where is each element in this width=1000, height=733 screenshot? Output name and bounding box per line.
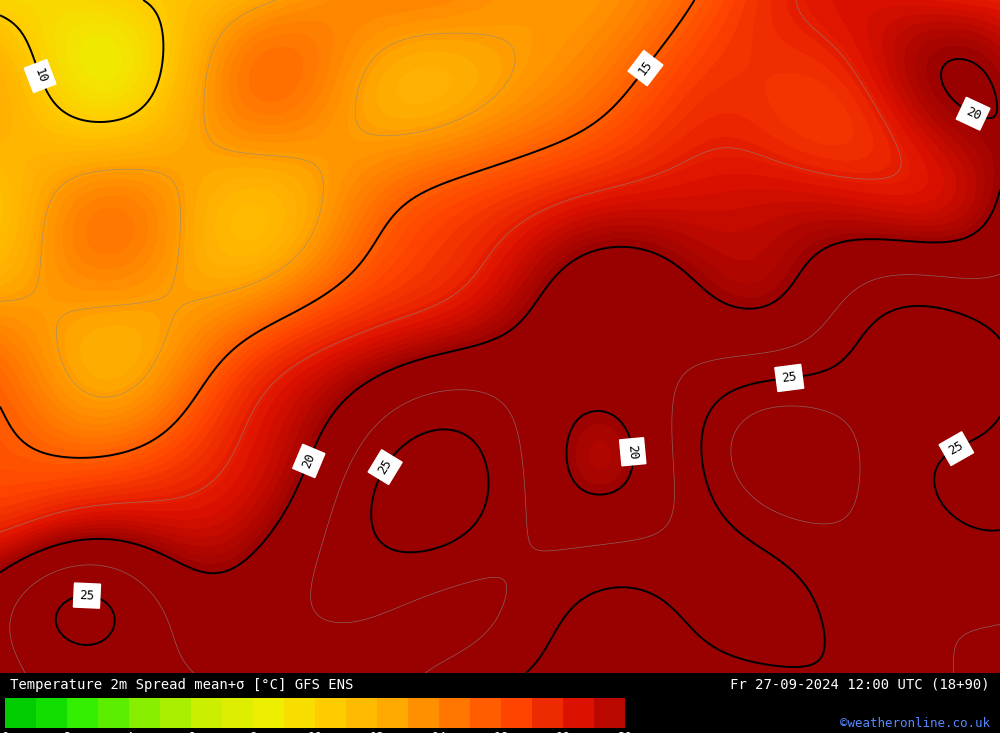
Bar: [439, 699, 470, 728]
Text: 20: 20: [964, 105, 983, 122]
Text: 4: 4: [125, 731, 133, 733]
Text: 25: 25: [947, 439, 966, 458]
Bar: [129, 699, 160, 728]
Text: Fr 27-09-2024 12:00 UTC (18+90): Fr 27-09-2024 12:00 UTC (18+90): [730, 678, 990, 692]
Bar: [191, 699, 222, 728]
Bar: [377, 699, 408, 728]
Text: 8: 8: [249, 731, 257, 733]
Text: 2: 2: [63, 731, 71, 733]
Text: ©weatheronline.co.uk: ©weatheronline.co.uk: [840, 717, 990, 730]
Bar: [284, 699, 315, 728]
Text: 25: 25: [376, 457, 395, 477]
Text: 15: 15: [636, 58, 655, 78]
Text: 16: 16: [494, 731, 509, 733]
Bar: [532, 699, 563, 728]
Bar: [408, 699, 439, 728]
Text: 20: 20: [300, 452, 318, 471]
Bar: [315, 699, 346, 728]
Text: 12: 12: [370, 731, 384, 733]
Bar: [346, 699, 377, 728]
Text: 14: 14: [432, 731, 446, 733]
Bar: [253, 699, 284, 728]
Text: 25: 25: [781, 370, 798, 386]
Text: 6: 6: [187, 731, 195, 733]
Bar: [563, 699, 594, 728]
Text: 10: 10: [31, 67, 49, 85]
Text: 18: 18: [556, 731, 570, 733]
Bar: [160, 699, 191, 728]
Bar: [222, 699, 253, 728]
Text: 0: 0: [1, 731, 9, 733]
Bar: [36, 699, 67, 728]
Bar: [98, 699, 129, 728]
Bar: [67, 699, 98, 728]
Text: 20: 20: [618, 731, 633, 733]
Text: 25: 25: [79, 589, 95, 603]
Bar: [501, 699, 532, 728]
Text: Temperature 2m Spread mean+σ [°C] GFS ENS: Temperature 2m Spread mean+σ [°C] GFS EN…: [10, 678, 353, 692]
Text: 20: 20: [626, 443, 640, 460]
Bar: [470, 699, 501, 728]
Text: 10: 10: [308, 731, 322, 733]
Bar: [594, 699, 625, 728]
Bar: [5, 699, 36, 728]
